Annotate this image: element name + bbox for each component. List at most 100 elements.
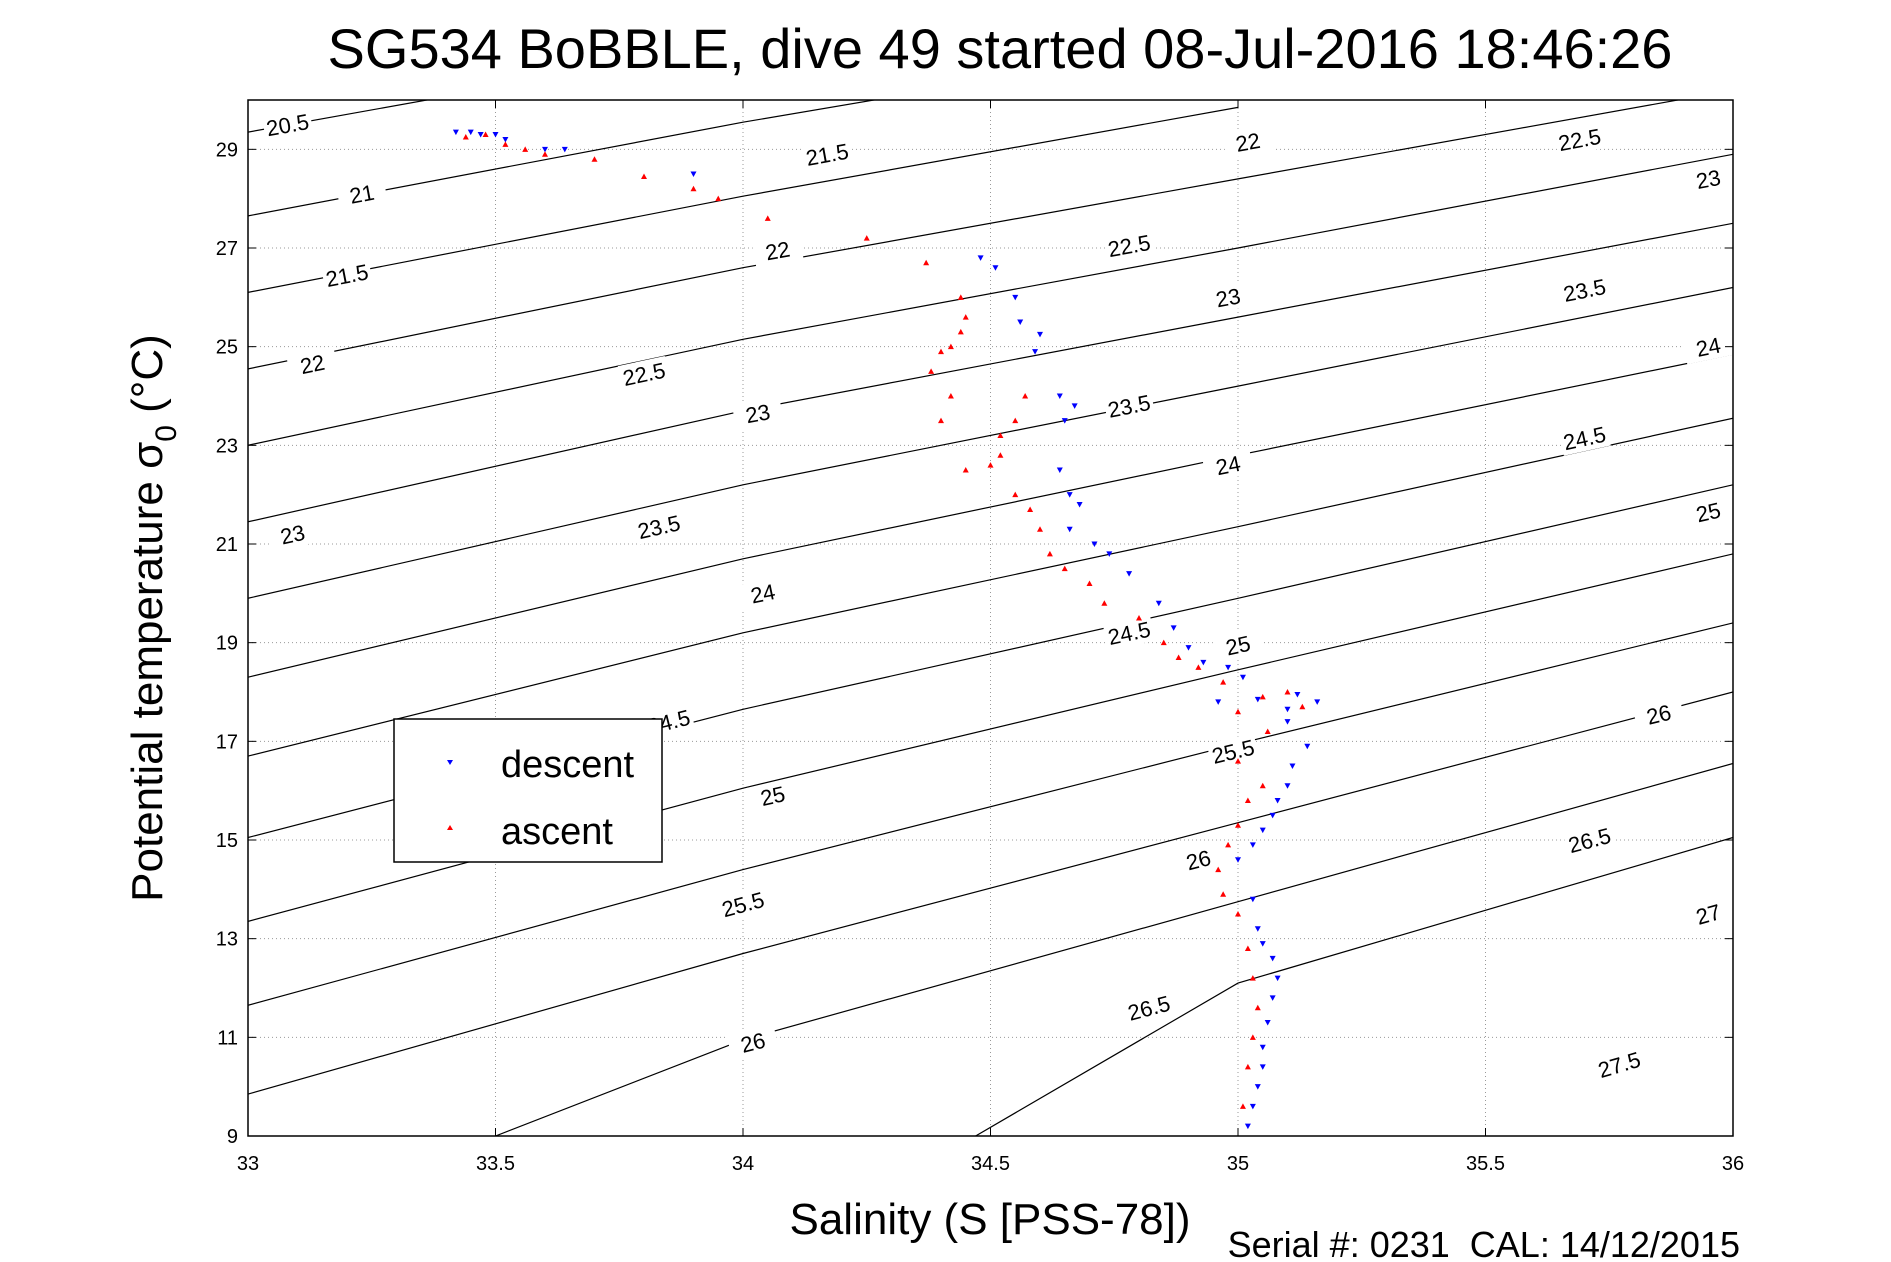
contour-label: 22 [298,350,327,379]
contour-label: 23 [1694,165,1723,194]
y-axis-label-main: Potential temperature σ [123,442,172,902]
contour-label-bg [746,777,799,814]
ascent-point [957,328,964,335]
descent-point [1155,600,1162,607]
descent-point [992,265,999,271]
contour-label-bg [731,396,784,431]
contour-label-bg [1103,388,1156,424]
legend-box [393,718,663,863]
descent-point [1066,492,1073,498]
ascent-point [502,141,509,147]
ascent-point [542,151,548,157]
descent-point [1200,659,1207,666]
contour-label: 24 [748,579,777,608]
contour-label-bg [1562,821,1616,859]
x-tick-label: 36 [1722,1153,1744,1175]
ascent-point [1235,708,1241,715]
ascent-point [962,467,969,473]
descent-point [542,146,548,153]
ascent-point [1235,758,1241,764]
ascent-point [1037,526,1043,532]
contour-label: 24 [1694,332,1723,361]
y-tick-label: 25 [216,337,238,359]
descent-point [1254,926,1261,932]
ascent-point [1027,506,1034,512]
ascent-point [957,294,964,300]
descent-point [1284,783,1291,789]
descent-point [1126,571,1133,577]
contour-label: 26 [738,1028,768,1058]
descent-point [1061,418,1068,424]
contour-label: 23 [278,520,307,550]
descent-point [1076,502,1083,508]
ascent-point [962,314,969,320]
descent-point [1269,955,1276,962]
ascent-point [1244,797,1251,804]
chart-title: SG534 BoBBLE, dive 49 started 08-Jul-201… [328,17,1673,80]
descent-series [452,129,1321,1130]
descent-point [1056,393,1063,399]
ascent-point [462,134,469,140]
ascent-point [591,156,598,162]
contour-label-bg [1221,124,1274,159]
ascent-point [1235,822,1241,828]
descent-point [561,146,568,153]
descent-point [1259,827,1266,834]
descent-point [1249,896,1256,903]
x-axis-label: Salinity (S [PSS-78]) [789,1195,1190,1244]
y-tick-label: 29 [216,139,238,161]
ascent-point [1225,841,1232,848]
descent-point [1289,763,1296,769]
descent-point [1274,798,1281,804]
contour-line [248,222,1733,523]
contour-label-bg [1122,989,1176,1027]
ascent-point [764,215,771,221]
data-series [452,129,1321,1130]
contour-line [248,100,878,217]
descent-point [690,171,697,177]
contour-label: 25 [1694,498,1723,528]
contour-label-bg [1102,615,1156,651]
ascent-point [1249,1034,1256,1040]
x-tick-label: 33.5 [476,1153,515,1175]
ascent-point [997,452,1004,458]
ascent-point [997,432,1004,438]
descent-point [1249,842,1256,848]
ascent-point [923,259,930,266]
descent-point [1244,1123,1251,1130]
ascent-point [1046,550,1053,557]
descent-point [1284,706,1291,713]
contour-label-bg [1171,841,1225,879]
ascent-point [863,235,870,241]
descent-point [1259,1064,1266,1070]
contour-label: 23 [744,399,773,428]
descent-point [1225,664,1232,671]
descent-point [1259,1044,1266,1051]
ascent-point [1160,639,1167,646]
contour-label-bg [1103,228,1156,263]
contour-label: 26 [1644,700,1674,730]
contour-label-bg [751,233,804,268]
ascent-point [522,146,529,152]
ascent-point [1195,664,1202,670]
contour-label: 25 [758,781,787,811]
descent-point [977,255,984,261]
descent-point [1091,541,1098,547]
descent-point [477,132,484,138]
ascent-point [1175,654,1182,660]
x-tick-label: 35 [1227,1153,1249,1175]
descent-point [1314,699,1321,705]
contour-label: 22 [763,236,792,265]
contour-label-bg [736,575,789,611]
descent-point [1170,625,1177,631]
ascent-point [1012,491,1019,498]
contour-line [248,100,1682,370]
y-tick-label: 27 [216,238,238,260]
descent-point [1304,743,1311,750]
y-tick-label: 21 [216,534,238,556]
y-tick-label: 9 [227,1126,238,1148]
y-tick-label: 13 [216,929,238,951]
contour-line [248,100,431,133]
contour-label-bg [1682,161,1735,197]
ascent-point [1012,417,1019,424]
